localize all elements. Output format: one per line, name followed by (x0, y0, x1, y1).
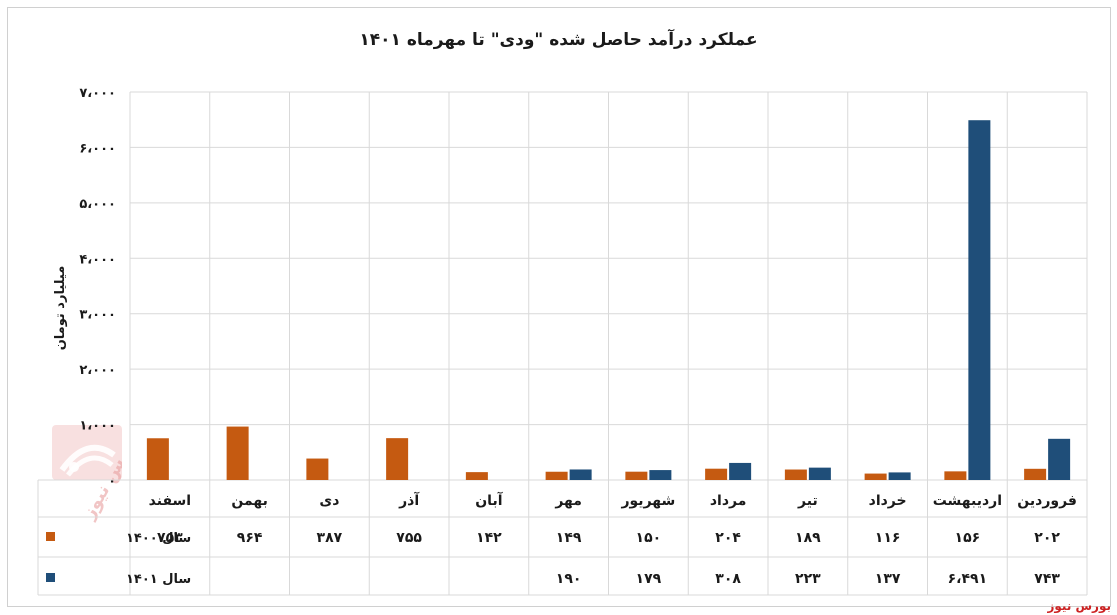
category-label: آذر (398, 491, 420, 509)
table-cell-value: ۱۷۹ (636, 571, 662, 587)
bar-1400 (226, 426, 249, 480)
y-tick-label: ۵،۰۰۰ (79, 197, 116, 212)
bar-1401 (1048, 438, 1071, 480)
table-cell-value: ۱۴۹ (556, 530, 582, 546)
bar-1401 (808, 467, 831, 480)
category-label: آبان (475, 491, 503, 509)
bar-1400 (146, 438, 169, 480)
table-cell-value: ۱۳۷ (875, 571, 901, 587)
bar-1401 (649, 470, 672, 480)
legend-label: سال ۱۴۰۱ (126, 572, 191, 587)
legend-swatch (46, 573, 55, 582)
bar-1400 (306, 458, 329, 480)
category-label: اردیبهشت (933, 493, 1002, 509)
category-label: تیر (797, 493, 818, 509)
table-cell-value: ۲۲۳ (795, 571, 821, 587)
bar-1400 (1024, 468, 1047, 480)
table-cell-value: ۱۸۹ (795, 530, 821, 546)
watermark-logo: بورس نیوز (52, 425, 122, 523)
category-label: دی (319, 493, 339, 509)
y-tick-label: ۶،۰۰۰ (79, 141, 116, 156)
bars-layer (146, 120, 1071, 481)
bar-1401 (888, 472, 911, 480)
bar-1400 (944, 471, 967, 480)
category-label: مرداد (710, 493, 747, 509)
bar-1400 (864, 473, 887, 480)
table-cell-value: ۷۴۳ (1034, 571, 1060, 587)
bar-1400 (705, 468, 728, 480)
table-cell-value: ۱۵۰ (636, 530, 662, 546)
category-label: بهمن (231, 493, 267, 509)
legend-label: سال ۱۴۰۰ (126, 531, 191, 546)
y-tick-label: ۰ (108, 474, 116, 489)
bar-1400 (784, 469, 807, 480)
table-cell-value: ۶،۴۹۱ (948, 571, 988, 587)
table-cell-value: ۱۹۰ (556, 571, 582, 587)
table-cell-value: ۷۵۳ (157, 530, 183, 546)
bar-1400 (386, 438, 409, 480)
table-cell-value: ۹۶۴ (237, 530, 263, 546)
bar-1401 (569, 469, 592, 480)
table-cell-value: ۲۰۴ (715, 530, 741, 546)
table-cell-value: ۱۴۲ (476, 530, 502, 546)
table-cell-value: ۳۸۷ (317, 530, 343, 546)
legend-swatch (46, 532, 55, 541)
grid-layer: ۰ ۱،۰۰۰ ۲،۰۰۰ ۳،۰۰۰ ۴،۰۰۰ ۵،۰۰۰ ۶،۰۰۰ ۷،۰۰۰ (37, 86, 1088, 596)
bar-1400 (545, 471, 568, 480)
category-label: مهر (554, 493, 582, 509)
category-label: فروردین (1017, 493, 1077, 509)
table-cell-value: ۱۱۶ (875, 530, 901, 546)
category-label: اسفند (149, 493, 191, 509)
source-credit: بورس نیوز (1047, 599, 1111, 613)
category-label: شهریور (620, 493, 675, 509)
table-cell-value: ۷۵۵ (396, 530, 422, 546)
category-label: خرداد (869, 493, 907, 509)
bar-1400 (465, 472, 488, 480)
y-tick-label: ۱،۰۰۰ (79, 419, 116, 434)
chart-frame (7, 7, 1111, 607)
chart-title: عملکرد درآمد حاصل شده "ودی" تا مهرماه ۱۴… (359, 30, 758, 50)
bar-1400 (625, 471, 648, 480)
y-tick-label: ۳،۰۰۰ (79, 308, 116, 323)
bar-1401 (729, 462, 752, 480)
y-tick-label: ۲،۰۰۰ (79, 363, 116, 378)
table-cell-value: ۱۵۶ (955, 530, 981, 546)
y-tick-label: ۴،۰۰۰ (79, 252, 116, 267)
table-cell-value: ۳۰۸ (715, 571, 741, 587)
data-table: اسفند بهمن دی آذر آبان مهر شهریور مرداد تیر خرداد… (46, 491, 1077, 587)
table-cell-value: ۲۰۲ (1034, 530, 1060, 546)
bar-1401 (968, 120, 991, 481)
y-tick-label: ۷،۰۰۰ (79, 86, 116, 101)
